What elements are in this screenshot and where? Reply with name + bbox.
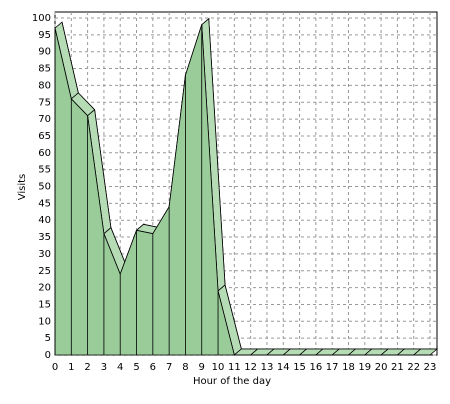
y-tick-label: 50 (38, 182, 51, 193)
x-tick-label: 13 (261, 362, 274, 373)
y-tick-label: 35 (38, 232, 51, 243)
x-tick-label: 12 (244, 362, 257, 373)
y-tick-label: 85 (38, 64, 51, 75)
x-tick-label: 1 (68, 362, 74, 373)
x-tick-label: 0 (52, 362, 58, 373)
y-tick-label: 90 (38, 47, 51, 58)
y-tick-label: 30 (38, 249, 51, 260)
x-tick-label: 18 (342, 362, 355, 373)
y-tick-label: 15 (38, 299, 51, 310)
y-tick-label: 0 (45, 350, 51, 361)
y-tick-label: 20 (38, 283, 51, 294)
x-tick-label: 8 (182, 362, 188, 373)
x-tick-label: 22 (407, 362, 420, 373)
x-tick-label: 23 (424, 362, 437, 373)
x-tick-label: 17 (326, 362, 339, 373)
y-tick-label: 75 (38, 97, 51, 108)
x-tick-label: 21 (391, 362, 404, 373)
y-tick-label: 40 (38, 215, 51, 226)
x-tick-label: 10 (212, 362, 225, 373)
y-tick-label: 100 (32, 13, 51, 24)
y-tick-label: 80 (38, 80, 51, 91)
y-axis-label: Visits (17, 174, 28, 201)
x-axis-label: Hour of the day (193, 376, 271, 387)
y-tick-label: 70 (38, 114, 51, 125)
y-tick-label: 60 (38, 148, 51, 159)
x-tick-label: 4 (117, 362, 123, 373)
y-tick-label: 65 (38, 131, 51, 142)
x-tick-label: 16 (310, 362, 323, 373)
y-tick-label: 25 (38, 266, 51, 277)
area (54, 24, 430, 356)
x-tick-label: 20 (375, 362, 388, 373)
x-tick-label: 5 (133, 362, 139, 373)
x-tick-label: 11 (228, 362, 241, 373)
x-tick-label: 9 (199, 362, 205, 373)
x-tick-label: 3 (101, 362, 107, 373)
x-tick-label: 15 (293, 362, 306, 373)
x-tick-label: 19 (358, 362, 371, 373)
x-tick-label: 14 (277, 362, 290, 373)
y-tick-label: 45 (38, 198, 51, 209)
x-tick-label: 6 (150, 362, 156, 373)
y-tick-label: 95 (38, 30, 51, 41)
y-tick-label: 55 (38, 165, 51, 176)
y-tick-label: 5 (45, 333, 51, 344)
x-tick-label: 2 (84, 362, 90, 373)
y-tick-label: 10 (38, 316, 51, 327)
x-tick-label: 7 (166, 362, 172, 373)
